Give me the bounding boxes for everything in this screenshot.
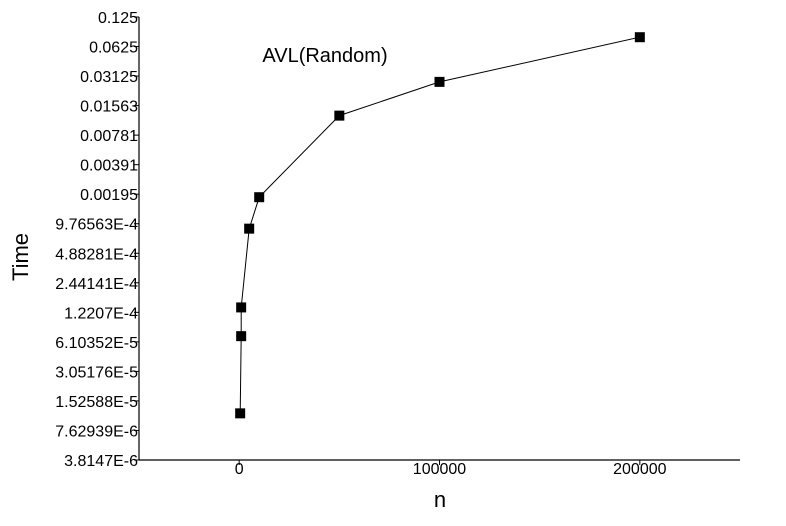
y-tick-label: 1.2207E-4	[64, 305, 138, 322]
y-tick-label: 3.05176E-5	[55, 364, 138, 381]
y-tick-label: 0.01563	[80, 99, 138, 116]
y-tick-label: 0.0625	[89, 40, 138, 57]
data-point-marker	[236, 302, 247, 313]
x-axis-title: n	[434, 487, 446, 512]
y-tick-label: 3.8147E-6	[64, 453, 138, 470]
y-tick-label: 0.03125	[80, 69, 138, 86]
data-point-marker	[634, 32, 645, 43]
x-tick-label: 0	[235, 461, 244, 478]
chart-title: AVL(Random)	[262, 45, 387, 67]
y-tick-label: 2.44141E-4	[55, 276, 138, 293]
y-tick-label: 1.52588E-5	[55, 394, 138, 411]
data-point-marker	[244, 223, 255, 234]
y-tick-label: 0.00391	[80, 158, 138, 175]
x-tick-label: 200000	[613, 461, 666, 478]
data-point-marker	[235, 408, 246, 419]
x-tick-label: 100000	[413, 461, 466, 478]
x-ticks: 0 100000 200000	[235, 460, 667, 478]
data-point-marker	[254, 192, 265, 203]
series-line	[239, 36, 640, 414]
data-point-marker	[236, 331, 247, 342]
y-ticks: 0.125 0.0625 0.03125 0.01563 0.00781 0.00391 0…	[55, 10, 139, 470]
markers	[235, 32, 645, 419]
y-tick-label: 0.00781	[80, 128, 138, 145]
data-point-marker	[334, 110, 345, 121]
y-axis-title: Time	[8, 233, 33, 281]
y-tick-label: 7.62939E-6	[55, 423, 138, 440]
y-tick-label: 0.125	[98, 10, 138, 27]
y-tick-label: 4.88281E-4	[55, 246, 138, 263]
data-point-marker	[434, 76, 445, 87]
y-tick-label: 0.00195	[80, 187, 138, 204]
y-tick-label: 9.76563E-4	[55, 217, 138, 234]
y-tick-label: 6.10352E-5	[55, 335, 138, 352]
